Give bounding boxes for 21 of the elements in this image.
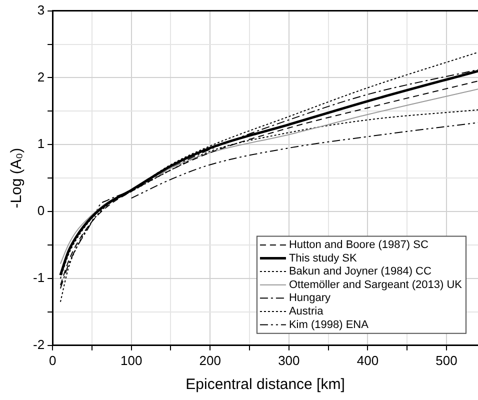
- y-tick-label: 1: [37, 136, 45, 152]
- x-tick-label: 300: [278, 352, 300, 368]
- y-tick-label: -2: [32, 336, 45, 352]
- legend-label: Bakun and Joyner (1984) CC: [288, 266, 432, 278]
- y-axis-title: -Log (A₀): [8, 148, 26, 208]
- legend-label: Ottemöller and Sargeant (2013) UK: [288, 278, 463, 291]
- legend-label: Hungary: [288, 292, 332, 304]
- x-tick-label: 200: [199, 352, 221, 368]
- legend-label: Hutton and Boore (1987) SC: [288, 238, 428, 251]
- y-tick-label: 2: [37, 69, 45, 84]
- y-tick-label: 0: [37, 203, 45, 218]
- legend-label: Kim (1998) ENA: [288, 318, 370, 331]
- x-tick-label: 100: [120, 352, 142, 368]
- y-tick-label: 3: [37, 2, 45, 18]
- x-tick-label: 400: [356, 352, 379, 368]
- x-axis-title: Epicentral distance [km]: [186, 376, 345, 394]
- legend-label: Austria: [288, 305, 324, 318]
- x-tick-label: 0: [48, 352, 56, 368]
- x-tick-label: 500: [436, 352, 458, 368]
- y-tick-label: -1: [32, 270, 45, 286]
- legend-label: This study SK: [288, 252, 358, 264]
